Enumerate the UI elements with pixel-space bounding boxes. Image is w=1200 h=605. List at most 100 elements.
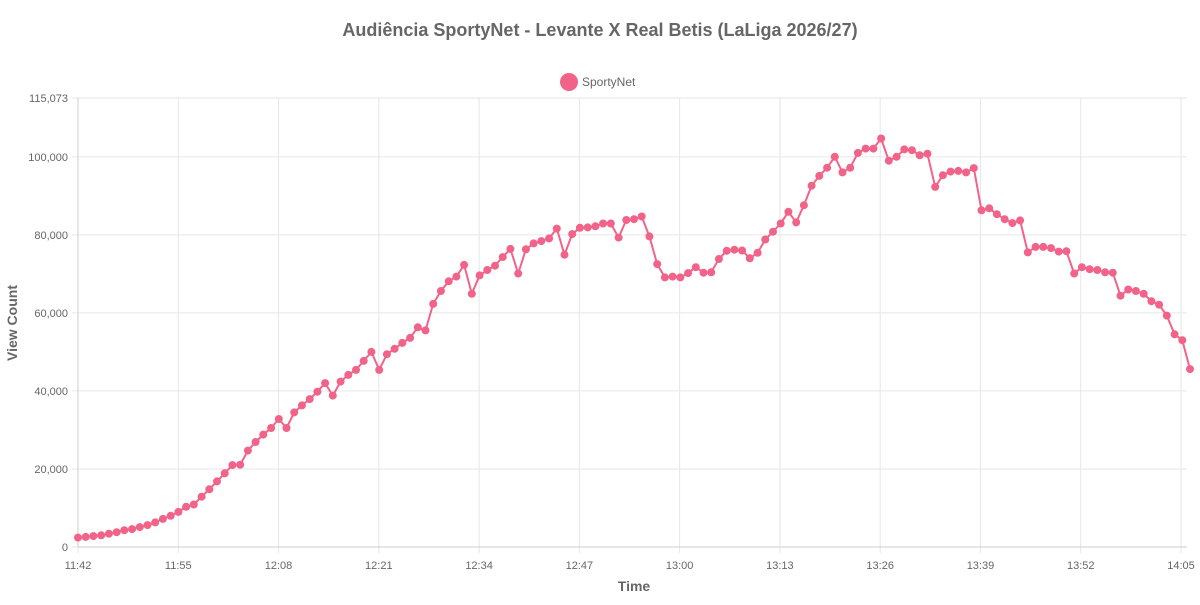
data-point[interactable] <box>1186 365 1194 374</box>
data-point[interactable] <box>985 204 994 213</box>
data-point[interactable] <box>915 151 924 160</box>
data-point[interactable] <box>583 223 592 232</box>
data-point[interactable] <box>815 171 824 180</box>
data-point[interactable] <box>668 272 677 281</box>
data-point[interactable] <box>1077 263 1086 272</box>
data-point[interactable] <box>892 152 901 161</box>
data-point[interactable] <box>884 156 893 165</box>
data-point[interactable] <box>1108 268 1117 277</box>
data-point[interactable] <box>645 232 654 241</box>
data-point[interactable] <box>236 460 245 469</box>
data-point[interactable] <box>74 533 82 542</box>
data-point[interactable] <box>344 370 353 379</box>
data-point[interactable] <box>429 299 438 308</box>
data-point[interactable] <box>799 201 808 210</box>
data-point[interactable] <box>1139 289 1148 298</box>
data-point[interactable] <box>1155 300 1164 309</box>
data-point[interactable] <box>120 526 129 535</box>
data-point[interactable] <box>1085 265 1094 274</box>
data-point[interactable] <box>483 266 492 274</box>
data-point[interactable] <box>182 502 191 511</box>
data-point[interactable] <box>174 507 183 516</box>
data-point[interactable] <box>297 401 306 410</box>
data-point[interactable] <box>591 222 600 231</box>
data-point[interactable] <box>1070 269 1079 278</box>
data-point[interactable] <box>622 216 631 224</box>
data-point[interactable] <box>722 246 731 255</box>
data-point[interactable] <box>745 254 754 263</box>
data-point[interactable] <box>699 268 708 277</box>
data-point[interactable] <box>560 250 569 259</box>
data-point[interactable] <box>390 344 399 353</box>
data-point[interactable] <box>259 430 268 439</box>
data-point[interactable] <box>282 424 291 432</box>
legend[interactable]: SportyNet <box>560 73 636 91</box>
data-point[interactable] <box>328 391 337 400</box>
data-point[interactable] <box>830 152 839 161</box>
data-point[interactable] <box>313 387 322 396</box>
data-point[interactable] <box>382 350 391 359</box>
data-point[interactable] <box>220 469 229 478</box>
data-point[interactable] <box>305 395 314 404</box>
data-point[interactable] <box>1000 215 1009 224</box>
data-point[interactable] <box>413 323 422 332</box>
data-point[interactable] <box>969 164 978 173</box>
data-point[interactable] <box>637 212 646 221</box>
data-point[interactable] <box>1162 311 1171 320</box>
data-point[interactable] <box>761 235 770 244</box>
data-point[interactable] <box>452 272 461 281</box>
data-point[interactable] <box>676 273 685 282</box>
data-point[interactable] <box>1178 336 1187 345</box>
data-point[interactable] <box>290 408 299 417</box>
data-point[interactable] <box>112 528 121 537</box>
data-point[interactable] <box>398 338 407 347</box>
data-point[interactable] <box>753 248 762 257</box>
data-point[interactable] <box>1147 297 1156 306</box>
data-point[interactable] <box>158 514 167 523</box>
data-point[interactable] <box>1031 242 1040 251</box>
data-point[interactable] <box>135 523 144 532</box>
data-point[interactable] <box>359 356 368 365</box>
data-point[interactable] <box>707 268 716 277</box>
data-point[interactable] <box>514 269 523 278</box>
data-point[interactable] <box>575 223 584 232</box>
data-point[interactable] <box>1047 244 1055 253</box>
data-point[interactable] <box>653 260 662 269</box>
data-point[interactable] <box>267 424 276 432</box>
data-point[interactable] <box>807 181 816 190</box>
data-point[interactable] <box>128 525 137 534</box>
data-point[interactable] <box>1124 285 1133 294</box>
data-point[interactable] <box>205 485 214 494</box>
data-point[interactable] <box>89 532 98 541</box>
data-point[interactable] <box>228 461 237 470</box>
data-point[interactable] <box>406 333 415 342</box>
data-point[interactable] <box>104 529 113 538</box>
data-point[interactable] <box>784 207 793 216</box>
data-point[interactable] <box>143 521 152 530</box>
data-point[interactable] <box>877 134 886 143</box>
data-point[interactable] <box>738 246 747 255</box>
data-point[interactable] <box>189 500 198 509</box>
data-point[interactable] <box>375 365 384 374</box>
data-point[interactable] <box>1023 248 1032 257</box>
data-point[interactable] <box>776 219 785 228</box>
data-point[interactable] <box>1039 242 1048 251</box>
data-point[interactable] <box>660 273 669 282</box>
data-point[interactable] <box>498 253 507 262</box>
data-point[interactable] <box>977 206 986 215</box>
data-point[interactable] <box>336 377 345 386</box>
data-point[interactable] <box>792 218 801 227</box>
data-point[interactable] <box>166 511 175 520</box>
data-point[interactable] <box>923 149 932 158</box>
data-point[interactable] <box>954 166 963 175</box>
data-point[interactable] <box>730 245 739 254</box>
data-point[interactable] <box>769 227 777 236</box>
data-point[interactable] <box>599 219 608 228</box>
data-point[interactable] <box>460 260 469 269</box>
data-point[interactable] <box>630 215 638 224</box>
data-point[interactable] <box>506 244 515 253</box>
data-point[interactable] <box>606 219 615 228</box>
data-point[interactable] <box>274 415 283 423</box>
data-point[interactable] <box>529 239 538 248</box>
data-point[interactable] <box>1093 266 1102 274</box>
